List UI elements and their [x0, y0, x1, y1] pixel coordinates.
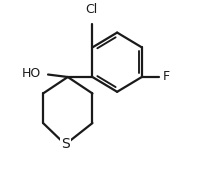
Text: HO: HO [21, 67, 40, 80]
Text: F: F [162, 70, 169, 84]
Text: S: S [61, 138, 69, 151]
Text: Cl: Cl [85, 3, 97, 16]
